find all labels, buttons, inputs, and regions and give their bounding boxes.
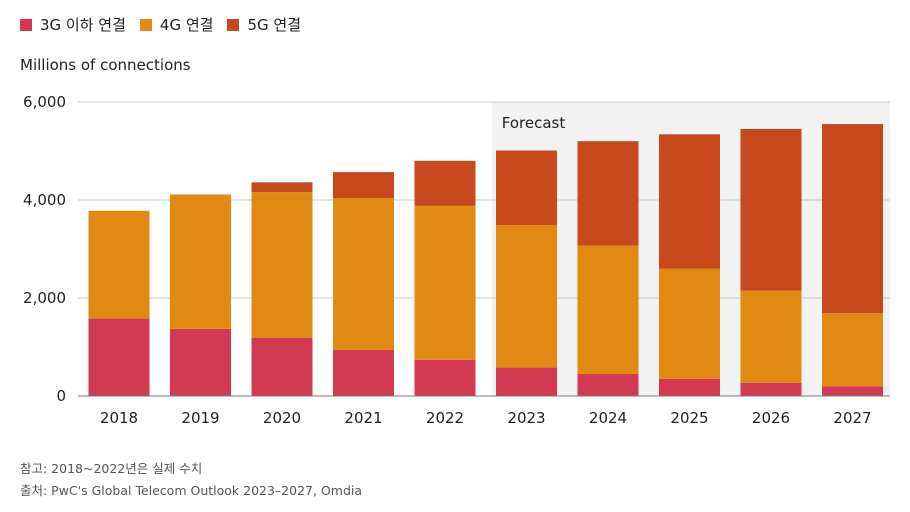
bar-segment-4g: [659, 268, 720, 379]
bar-segment-3g: [251, 337, 313, 396]
bar-segment-5g: [659, 134, 720, 269]
bar-segment-3g: [577, 373, 639, 396]
bar-segment-4g: [577, 245, 639, 374]
bar-segment-5g: [414, 160, 476, 206]
bar-segment-3g: [659, 378, 720, 396]
legend-label-5g: 5G 연결: [247, 16, 301, 34]
legend-swatch-4g: [139, 18, 152, 31]
bar-segment-4g: [496, 224, 557, 368]
bar-segment-4g: [333, 198, 394, 350]
bar-segment-5g: [577, 141, 639, 246]
legend-swatch-5g: [227, 18, 240, 31]
bar-segment-3g: [496, 367, 557, 396]
x-tick-label: 2026: [752, 409, 790, 427]
x-tick-label: 2022: [426, 409, 464, 427]
legend-item-3g: 3G 이하 연결: [20, 14, 126, 35]
x-tick-label: 2020: [263, 409, 301, 427]
y-axis-unit-label: Millions of connections: [20, 56, 191, 74]
y-tick-label: 4,000: [23, 191, 66, 209]
legend-label-4g: 4G 연결: [159, 16, 214, 34]
bar-segment-3g: [822, 386, 883, 396]
bar-segment-4g: [740, 290, 802, 383]
bar-segment-5g: [822, 124, 883, 314]
x-tick-label: 2027: [833, 409, 871, 427]
footnote-source: 출처: PwC's Global Telecom Outlook 2023–20…: [20, 483, 363, 498]
x-tick-label: 2018: [100, 409, 138, 427]
footnotes: 참고: 2018~2022년은 실제 수치 출처: PwC's Global T…: [20, 458, 362, 502]
x-tick-label: 2023: [507, 409, 545, 427]
footnote-reference: 참고: 2018~2022년은 실제 수치: [20, 461, 203, 476]
legend-swatch-3g: [20, 18, 32, 31]
bar-segment-5g: [740, 128, 802, 291]
bar-segment-4g: [251, 192, 313, 338]
bar-segment-5g: [496, 150, 557, 225]
bar-segment-3g: [333, 349, 394, 396]
bar-segment-3g: [170, 328, 231, 396]
bar-segment-4g: [88, 210, 150, 319]
y-tick-label: 2,000: [23, 289, 66, 307]
legend-item-5g: 5G 연결: [227, 14, 301, 35]
bar-segment-3g: [414, 359, 476, 396]
x-tick-label: 2024: [589, 409, 627, 427]
bar-segment-5g: [333, 172, 394, 199]
x-tick-label: 2019: [181, 409, 219, 427]
y-tick-label: 0: [56, 387, 66, 405]
legend-item-4g: 4G 연결: [139, 14, 214, 35]
x-tick-label: 2021: [344, 409, 382, 427]
forecast-label: Forecast: [502, 114, 566, 132]
bar-segment-4g: [822, 313, 883, 387]
bar-segment-4g: [170, 195, 231, 329]
legend-label-3g: 3G 이하 연결: [40, 16, 126, 34]
bar-segment-5g: [251, 182, 313, 193]
bar-segment-3g: [740, 382, 802, 396]
x-tick-label: 2025: [670, 409, 708, 427]
bar-segment-4g: [414, 205, 476, 360]
y-tick-label: 6,000: [23, 93, 66, 111]
chart-plot: Forecast 0 2,000 4,000 6,000 2018 2019 2020 2021…: [23, 93, 890, 427]
bar-segment-3g: [88, 318, 150, 396]
legend: 3G 이하 연결 4G 연결 5G 연결: [20, 14, 315, 35]
